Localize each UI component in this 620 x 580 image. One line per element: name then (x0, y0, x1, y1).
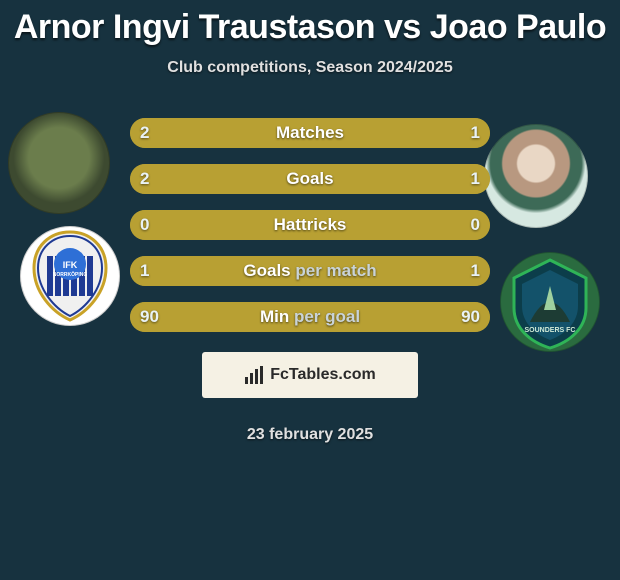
club-right-badge: SOUNDERS FC (500, 252, 600, 352)
stat-row: Matches2 1 (130, 118, 490, 148)
date-text: 23 february 2025 (0, 426, 620, 444)
stat-value-left: 2 (140, 164, 149, 194)
stat-label: Goals (130, 164, 490, 194)
chart-icon (244, 365, 264, 385)
stat-row: Goals per match1 1 (130, 256, 490, 286)
stat-value-right: 1 (471, 164, 480, 194)
stat-label: Matches (130, 118, 490, 148)
svg-text:IFK: IFK (63, 260, 78, 270)
stat-value-right: 90 (461, 302, 480, 332)
stat-label: Goals per match (130, 256, 490, 286)
stat-label: Hattricks (130, 210, 490, 240)
brand-text: FcTables.com (270, 366, 376, 384)
page-title: Arnor Ingvi Traustason vs Joao Paulo (0, 0, 620, 47)
stat-value-left: 0 (140, 210, 149, 240)
brand-badge: FcTables.com (202, 352, 418, 398)
stat-value-left: 2 (140, 118, 149, 148)
stats-panel: Matches21Goals21Hattricks00Goals per mat… (130, 118, 490, 348)
svg-text:NORRKÖPING: NORRKÖPING (53, 271, 88, 278)
player-left-avatar (8, 112, 110, 214)
stat-value-left: 1 (140, 256, 149, 286)
stat-value-left: 90 (140, 302, 159, 332)
stat-label: Min per goal (130, 302, 490, 332)
stat-row: Hattricks0 0 (130, 210, 490, 240)
player-right-avatar (484, 124, 588, 228)
subtitle: Club competitions, Season 2024/2025 (0, 59, 620, 77)
svg-text:SOUNDERS FC: SOUNDERS FC (525, 327, 576, 334)
club-left-badge: IFK NORRKÖPING (20, 226, 120, 326)
stat-value-right: 1 (471, 256, 480, 286)
stat-row: Min per goal90 90 (130, 302, 490, 332)
stat-row: Goals2 1 (130, 164, 490, 194)
stat-value-right: 1 (471, 118, 480, 148)
stat-value-right: 0 (471, 210, 480, 240)
